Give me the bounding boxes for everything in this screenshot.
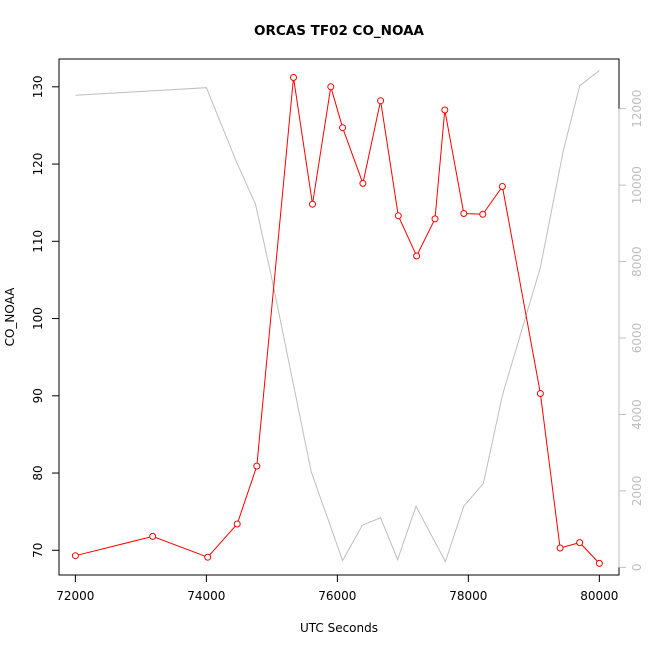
co-data-point [359,179,367,187]
co-data-point [233,520,241,528]
co-data-point [327,83,335,91]
co-data-point [431,215,439,223]
co-data-point [377,97,385,105]
y-axis-left: 70 80 90 100 110 120 130 [31,75,60,558]
co-data-point [394,212,402,220]
y2-tick-label: 8000 [630,246,644,277]
x-axis: 72000 74000 76000 78000 80000 [56,574,618,603]
co-data-point [556,544,564,552]
y-tick-label: 70 [31,543,45,558]
plot-markers [71,74,603,567]
co-data-point [204,553,212,561]
x-tick-label: 80000 [580,589,618,603]
y-tick-label: 120 [31,153,45,176]
co-data-point [339,124,347,132]
co-data-point [498,183,506,190]
plot-frame [58,58,620,576]
co-data-point [441,106,449,114]
y-tick-label: 130 [31,75,45,98]
co-data-point [460,210,468,217]
chart-title: ORCAS TF02 CO_NOAA [254,23,425,39]
y-tick-label: 90 [31,388,45,403]
co-data-point [309,200,316,208]
plot-lines [75,70,600,564]
co-data-point [536,390,544,397]
y2-tick-label: 0 [630,564,644,572]
co-data-point [413,252,421,260]
y2-tick-label: 10000 [630,166,644,204]
co-data-point [71,552,79,560]
y2-tick-label: 2000 [630,476,644,507]
co-data-point [290,74,297,81]
x-tick-label: 78000 [449,589,487,603]
x-tick-label: 74000 [187,589,225,603]
x-axis-label: UTC Seconds [300,621,378,635]
y-tick-label: 80 [31,465,45,480]
co-data-point [595,559,603,567]
co-data-point [149,532,157,540]
co-data-point [479,210,487,218]
y-tick-label: 100 [31,307,45,330]
co-series-line [75,77,600,564]
x-tick-label: 72000 [56,589,94,603]
y2-tick-label: 6000 [630,323,644,354]
y-axis-right: 0 2000 4000 6000 8000 10000 12000 [618,90,644,572]
y-axis-label: CO_NOAA [3,287,17,347]
secondary-series-line [75,70,600,563]
y-tick-label: 110 [31,230,45,253]
y2-tick-label: 12000 [630,90,644,128]
y2-tick-label: 4000 [630,399,644,430]
co-data-point [576,539,584,547]
x-tick-label: 76000 [318,589,356,603]
co-data-point [253,462,261,470]
